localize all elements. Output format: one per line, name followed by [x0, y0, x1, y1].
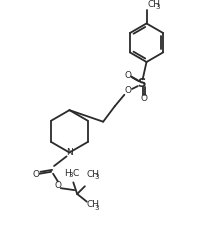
Text: O: O: [32, 170, 39, 179]
Text: S: S: [137, 77, 146, 90]
Text: 3: 3: [95, 205, 99, 211]
Text: O: O: [125, 86, 132, 95]
Text: O: O: [125, 71, 132, 80]
Text: 3: 3: [69, 172, 73, 178]
Text: 3: 3: [95, 174, 99, 181]
Text: 3: 3: [155, 4, 160, 10]
Text: O: O: [54, 181, 61, 190]
Text: O: O: [140, 94, 147, 103]
Text: CH: CH: [147, 0, 160, 9]
Text: CH: CH: [87, 170, 100, 179]
Text: C: C: [72, 169, 79, 178]
Text: N: N: [66, 148, 73, 157]
Text: H: H: [64, 169, 71, 178]
Text: CH: CH: [87, 200, 100, 209]
